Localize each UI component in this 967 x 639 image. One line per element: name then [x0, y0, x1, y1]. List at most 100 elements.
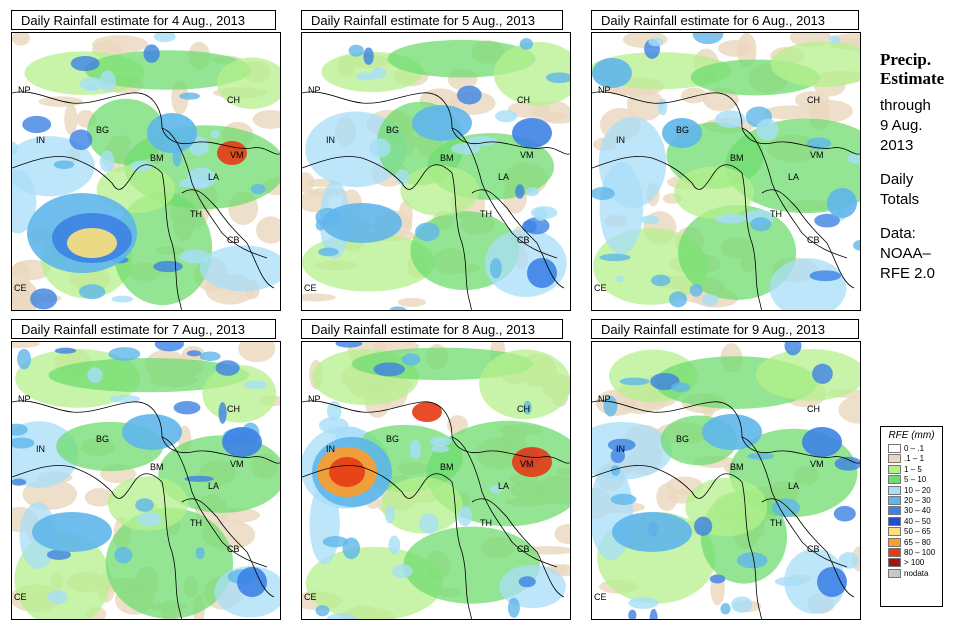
country-label: CH	[807, 95, 820, 105]
rain-cell	[592, 58, 632, 88]
rain-patch	[715, 213, 747, 224]
rainfall-map: NP CH IN BG BM VM LA TH CB CE	[591, 32, 861, 311]
legend-label: 40 – 50	[904, 516, 931, 526]
rain-cell	[322, 203, 402, 243]
rain-patch	[814, 213, 840, 228]
boundary-line	[12, 156, 182, 310]
rain-patch	[17, 348, 32, 370]
rain-patch	[153, 260, 183, 273]
legend-swatch	[888, 495, 901, 505]
rain-patch	[322, 536, 349, 548]
country-label: VM	[810, 459, 824, 469]
legend-swatch	[888, 475, 901, 485]
rain-patch	[137, 512, 162, 527]
rain-patch	[610, 448, 626, 464]
legend-label: nodata	[904, 568, 929, 578]
rain-patch	[838, 395, 860, 424]
rain-patch	[834, 456, 860, 471]
rain-patch	[668, 291, 688, 308]
rain-patch	[494, 110, 518, 123]
rain-cell	[662, 118, 702, 148]
country-label: CH	[807, 404, 820, 414]
rain-patch	[38, 96, 83, 107]
rain-patch	[79, 77, 104, 91]
rainfall-map: NP CH IN BG BM VM LA TH CB CE	[11, 341, 281, 620]
rain-patch	[770, 41, 860, 88]
boundary-line	[471, 189, 565, 289]
rain-patch	[607, 438, 636, 452]
boundary-line	[302, 465, 472, 619]
boundary-line	[451, 436, 558, 568]
rain-patch	[809, 270, 842, 282]
rain-patch	[812, 363, 833, 384]
rain-patch	[153, 33, 176, 43]
country-label: IN	[36, 444, 45, 454]
rain-patch	[627, 88, 664, 121]
rain-patch	[692, 33, 724, 45]
country-label: CH	[517, 404, 530, 414]
caption-product: RFE 2.0	[880, 265, 936, 282]
rain-patch	[216, 57, 280, 109]
rain-patch	[326, 613, 357, 619]
legend-swatch	[888, 537, 901, 547]
rain-patch	[84, 488, 115, 507]
rain-patch	[114, 546, 133, 564]
rain-patch	[195, 546, 205, 560]
panel-title: Daily Rainfall estimate for 9 Aug., 2013	[591, 319, 859, 339]
country-label: CE	[594, 283, 607, 293]
country-label: CB	[807, 544, 820, 554]
rain-cell	[222, 427, 262, 457]
map-canvas: NP CH IN BG BM VM LA TH CB CE	[12, 33, 280, 310]
rain-patch	[680, 87, 707, 104]
rain-patch	[457, 506, 473, 527]
rain-patch	[518, 576, 536, 588]
legend-label: 30 – 40	[904, 506, 931, 516]
rain-patch	[545, 72, 570, 84]
rain-patch	[30, 288, 58, 310]
rain-patch	[108, 347, 141, 361]
rain-patch	[69, 129, 93, 150]
rain-patch	[806, 137, 832, 150]
legend-swatch	[888, 454, 901, 464]
rain-patch	[109, 394, 141, 403]
rain-patch	[99, 70, 116, 93]
country-label: VM	[520, 459, 534, 469]
rain-patch	[342, 537, 361, 560]
country-label: LA	[208, 481, 219, 491]
rain-patch	[763, 105, 818, 120]
rain-patch	[12, 478, 27, 486]
caption-daily: Daily	[880, 171, 914, 188]
legend-swatch	[888, 527, 901, 537]
rain-patch	[599, 162, 644, 255]
rain-patch	[554, 523, 570, 545]
rain-patch	[603, 395, 618, 417]
rain-patch	[111, 295, 134, 303]
country-label: BG	[676, 125, 689, 135]
rain-cell	[67, 228, 117, 258]
rain-patch	[515, 184, 525, 199]
legend-item: 1 – 5	[881, 464, 942, 474]
caption-source: NOAA–	[880, 245, 931, 262]
country-label: CH	[517, 95, 530, 105]
rain-patch	[12, 169, 37, 234]
country-label: IN	[326, 444, 335, 454]
legend-swatch	[888, 547, 901, 557]
rain-patch	[87, 367, 103, 384]
rain-patch	[12, 33, 30, 46]
rain-patch	[395, 169, 410, 185]
rain-patch	[186, 167, 216, 189]
caption-date: 9 Aug.	[880, 117, 923, 134]
rain-patch	[373, 362, 405, 377]
rain-patch	[47, 589, 68, 605]
rain-cell	[412, 402, 442, 422]
boundary-line	[741, 127, 848, 259]
boundary-line	[741, 436, 848, 568]
rain-patch	[48, 358, 250, 393]
rain-patch	[64, 103, 78, 135]
rain-cell	[802, 427, 842, 457]
legend-label: 50 – 65	[904, 527, 931, 537]
rain-patch	[12, 437, 35, 449]
rainfall-map: NP CH IN BG BM VM LA TH CB CE	[591, 341, 861, 620]
caption-through: through	[880, 97, 931, 114]
rain-patch	[519, 38, 534, 50]
